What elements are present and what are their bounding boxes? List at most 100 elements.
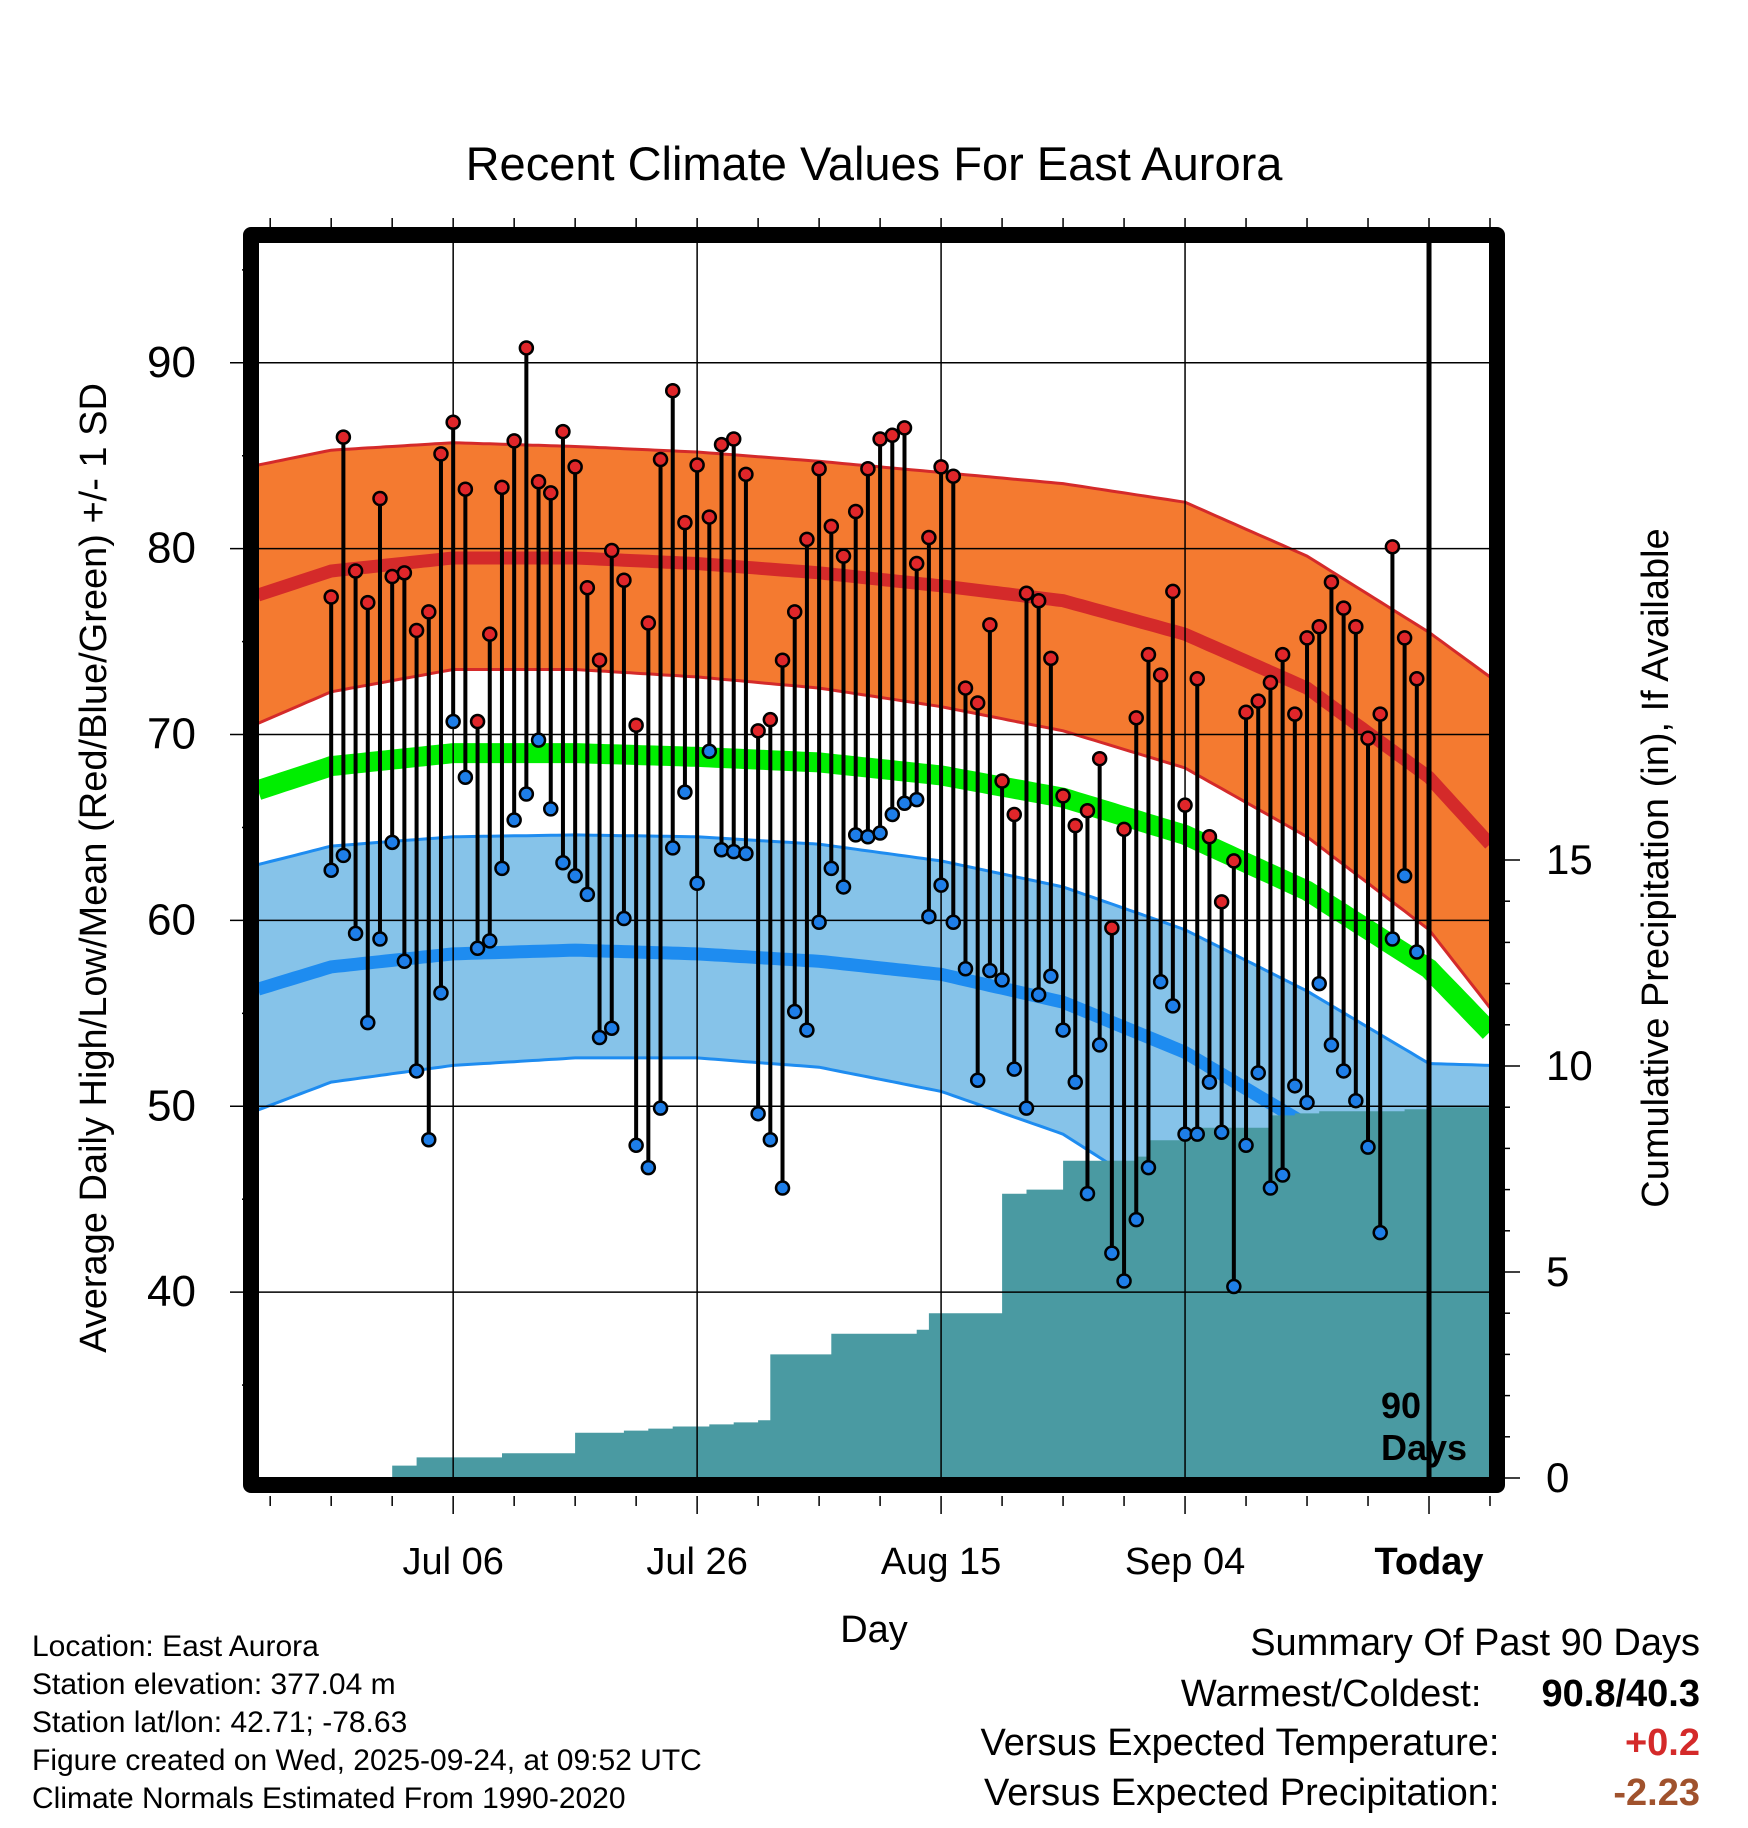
daily-high-point	[1116, 821, 1132, 838]
daily-high-point	[1152, 667, 1169, 683]
daily-low-point	[872, 825, 888, 841]
daily-low-point	[774, 1180, 791, 1196]
daily-high-point	[530, 474, 547, 490]
daily-low-point	[396, 953, 413, 970]
daily-low-point	[1360, 1139, 1376, 1155]
daily-low-point	[738, 845, 754, 862]
daily-high-point	[445, 414, 461, 431]
daily-high-point	[603, 542, 620, 559]
precip-tick-label-15: 15	[1546, 836, 1593, 883]
plot-frame	[243, 227, 1505, 1493]
daily-low-point	[482, 933, 498, 949]
daily-high-point	[1323, 574, 1340, 590]
daily-high-point	[933, 459, 949, 475]
daily-high-point	[1213, 894, 1230, 910]
daily-high-point	[1335, 600, 1352, 616]
y-tick-label-90: 90	[147, 338, 196, 387]
daily-low-point	[823, 860, 840, 877]
precip-tick-label-5: 5	[1546, 1248, 1569, 1295]
daily-high-point	[1177, 797, 1193, 813]
daily-low-point	[1226, 1278, 1242, 1295]
daily-low-point	[677, 784, 693, 800]
footer-elevation: Station elevation: 377.04 m	[32, 1668, 396, 1701]
daily-low-point	[433, 985, 449, 1001]
today-label-days: Days	[1381, 1427, 1467, 1468]
daily-high-point	[1079, 802, 1096, 819]
daily-high-point	[1006, 806, 1023, 823]
footer-location: Location: East Aurora	[32, 1630, 319, 1663]
daily-high-point	[1104, 920, 1120, 936]
y-tick-label-40: 40	[147, 1267, 196, 1316]
chart-title: Recent Climate Values For East Aurora	[466, 137, 1284, 190]
daily-low-point	[969, 1072, 986, 1088]
daily-low-point	[750, 1105, 766, 1122]
daily-high-point	[811, 461, 827, 477]
daily-high-point	[750, 723, 766, 739]
summary-temp: Versus Expected Temperature: +0.2	[981, 1722, 1700, 1765]
daily-low-point	[1262, 1180, 1279, 1196]
daily-high-point	[701, 509, 718, 525]
daily-high-point	[689, 457, 705, 473]
daily-low-point	[1104, 1245, 1120, 1261]
daily-high-point	[1250, 693, 1266, 709]
daily-low-point	[1091, 1037, 1108, 1053]
daily-low-point	[347, 925, 364, 942]
daily-low-point	[1372, 1224, 1388, 1241]
daily-high-point	[884, 427, 901, 444]
daily-low-point	[994, 972, 1010, 988]
daily-high-point	[1201, 829, 1218, 845]
daily-low-point	[408, 1063, 425, 1079]
daily-high-point	[908, 555, 925, 572]
daily-low-point	[1018, 1100, 1035, 1116]
daily-low-point	[1287, 1078, 1303, 1094]
daily-low-point	[1335, 1063, 1352, 1079]
daily-low-point	[847, 827, 864, 843]
daily-high-point	[1018, 585, 1035, 602]
daily-low-point	[494, 860, 510, 877]
daily-low-point	[543, 801, 559, 817]
daily-low-point	[1128, 1211, 1145, 1228]
daily-low-point	[1250, 1065, 1266, 1081]
daily-high-point	[494, 479, 510, 496]
daily-low-point	[1055, 1022, 1071, 1038]
daily-high-point	[1091, 750, 1108, 767]
daily-high-point	[1189, 671, 1205, 687]
daily-low-point	[1213, 1124, 1230, 1141]
y2-axis-label: Cumulative Precipitation (in), If Availa…	[1635, 528, 1677, 1207]
daily-high-point	[421, 604, 437, 620]
daily-low-point	[469, 940, 486, 957]
daily-high-point	[1043, 650, 1059, 667]
daily-high-point	[713, 436, 730, 453]
daily-high-point	[335, 429, 352, 445]
x-tick-label-jul-26: Jul 26	[646, 1541, 747, 1583]
daily-low-point	[579, 886, 596, 903]
daily-low-point	[372, 931, 388, 947]
daily-high-point	[1226, 853, 1242, 869]
daily-low-point	[518, 786, 535, 802]
daily-high-point	[408, 622, 425, 639]
daily-high-point	[969, 695, 986, 711]
daily-high-point	[616, 572, 632, 589]
daily-low-point	[835, 879, 852, 895]
daily-low-point	[1201, 1074, 1218, 1090]
daily-high-point	[823, 518, 840, 535]
daily-low-point	[945, 914, 962, 931]
daily-high-point	[982, 617, 998, 633]
daily-high-point	[1030, 592, 1047, 609]
y-axis-label: Average Daily High/Low/Mean (Red/Blue/Gr…	[73, 383, 115, 1353]
summary-warm-cold: Warmest/Coldest: 90.8/40.3	[1181, 1673, 1700, 1716]
daily-high-point	[835, 548, 852, 564]
x-tick-label-today: Today	[1374, 1541, 1483, 1583]
daily-high-point	[1128, 710, 1145, 726]
daily-high-point	[677, 514, 693, 531]
daily-high-point	[945, 468, 962, 484]
daily-high-point	[1299, 630, 1315, 646]
daily-low-point	[457, 769, 474, 786]
summary-temp-value: +0.2	[1624, 1722, 1700, 1764]
summary-warm-cold-label: Warmest/Coldest:	[1180, 1673, 1482, 1715]
daily-low-point	[1238, 1137, 1254, 1154]
daily-low-point	[1006, 1061, 1023, 1077]
daily-low-point	[725, 843, 742, 860]
daily-high-point	[555, 423, 571, 440]
daily-low-point	[689, 875, 705, 891]
